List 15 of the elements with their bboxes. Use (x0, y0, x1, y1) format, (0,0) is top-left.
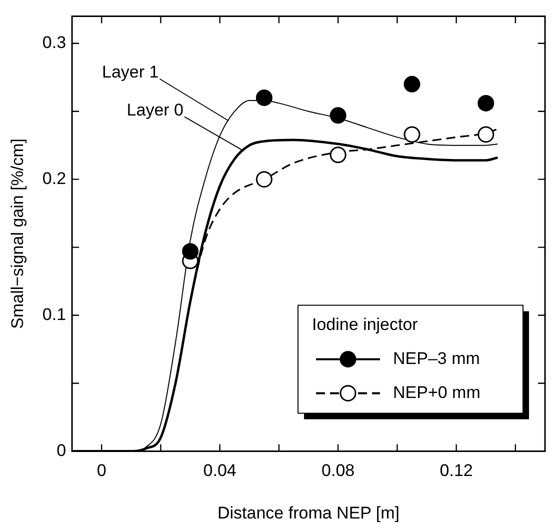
legend-title: Iodine injector (312, 314, 418, 334)
y-tick-label: 0.3 (42, 33, 66, 52)
y-tick-label: 0.1 (42, 304, 66, 324)
legend-label: NEP+0 mm (393, 382, 480, 402)
legend-label: NEP–3 mm (393, 348, 480, 368)
x-tick-label: 0.12 (440, 461, 473, 480)
annotation: Layer 1 (102, 62, 159, 82)
y-axis-title: Small−signal gain [%/cm] (8, 138, 27, 329)
annotation: Layer 0 (126, 100, 184, 120)
y-tick-label: 0.2 (42, 169, 66, 188)
y-tick-label: 0 (56, 440, 66, 460)
x-tick-label: 0.08 (322, 461, 355, 480)
x-axis-title: Distance froma NEP [m] (218, 503, 400, 522)
x-tick-label: 0 (96, 461, 106, 480)
x-tick-label: 0.04 (203, 461, 236, 480)
